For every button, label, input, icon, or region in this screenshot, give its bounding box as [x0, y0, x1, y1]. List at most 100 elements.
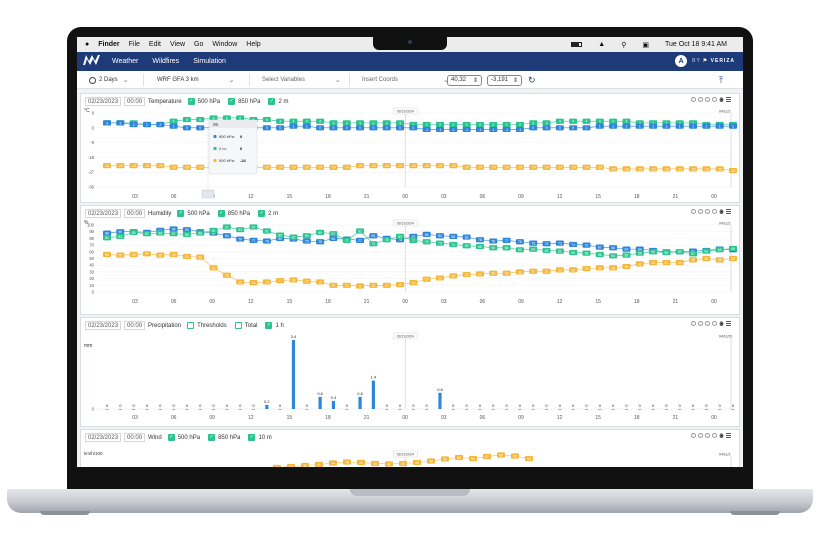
- lat-field[interactable]: 40,32 ⇕: [447, 74, 482, 86]
- menubar-clock[interactable]: Tue Oct 18 9:41 AM: [665, 41, 727, 48]
- lon-field[interactable]: -3,191 ⇕: [487, 74, 522, 86]
- date-field[interactable]: 02/23/2023: [85, 209, 122, 218]
- toggle-checkbox[interactable]: ✓: [258, 210, 266, 217]
- magnify-icon[interactable]: [705, 97, 710, 102]
- pan-icon[interactable]: [712, 97, 717, 102]
- point-label: 2: [519, 123, 521, 127]
- time-field[interactable]: 00:00: [124, 321, 146, 330]
- x-tick-label: 15: [287, 194, 293, 200]
- zoom-in-icon[interactable]: [691, 433, 696, 438]
- point-label-box: [129, 251, 138, 258]
- menu-icon[interactable]: [726, 209, 731, 214]
- menu-icon[interactable]: [726, 97, 731, 102]
- time-field[interactable]: 00:00: [124, 433, 146, 442]
- pan-icon[interactable]: [712, 433, 717, 438]
- app-logo[interactable]: [83, 55, 100, 68]
- y-tick-label: 0: [92, 125, 95, 130]
- magnify-icon[interactable]: [705, 209, 710, 214]
- nav-simulation[interactable]: Simulation: [193, 58, 226, 65]
- point-label: 92: [212, 229, 216, 233]
- menu-go[interactable]: Go: [194, 41, 204, 48]
- home-icon[interactable]: [719, 97, 724, 102]
- wifi-icon[interactable]: ▲: [598, 41, 606, 48]
- toggle-checkbox[interactable]: [234, 322, 242, 329]
- avatar[interactable]: A: [675, 55, 688, 67]
- range-select[interactable]: 2 Days ⌄: [89, 75, 129, 85]
- menu-window[interactable]: Window: [212, 41, 238, 48]
- toggle-label: Thresholds: [197, 322, 227, 329]
- time-field[interactable]: 00:00: [124, 97, 146, 106]
- point-label: 79: [238, 237, 242, 241]
- menu-edit[interactable]: Edit: [148, 41, 161, 48]
- model-select[interactable]: WRF GFA 3 km ⌄: [157, 75, 235, 85]
- home-icon[interactable]: [719, 321, 724, 326]
- menu-finder[interactable]: Finder: [98, 41, 120, 48]
- menu-file[interactable]: File: [128, 41, 140, 48]
- magnify-icon[interactable]: [705, 321, 710, 326]
- refresh-icon[interactable]: ↻: [528, 74, 536, 85]
- toggle-checkbox[interactable]: ✓: [265, 322, 273, 329]
- zoom-in-icon[interactable]: [691, 97, 696, 102]
- toggle-checkbox[interactable]: [187, 322, 195, 329]
- toggle-checkbox[interactable]: ✓: [248, 434, 256, 441]
- menu-view[interactable]: View: [169, 41, 186, 48]
- nav-weather[interactable]: Weather: [112, 58, 139, 65]
- apple-icon[interactable]: ●: [85, 41, 90, 48]
- home-icon[interactable]: [719, 209, 724, 214]
- point-label: 88: [158, 231, 162, 235]
- coords-select[interactable]: Insert Coords ⌄: [362, 75, 449, 85]
- zoom-out-icon[interactable]: [698, 97, 703, 102]
- zoom-in-icon[interactable]: [691, 321, 696, 326]
- toggle-checkbox[interactable]: ✓: [228, 98, 236, 105]
- zoom-in-icon[interactable]: [691, 209, 696, 214]
- time-field[interactable]: 00:00: [124, 209, 146, 218]
- x-tick-label: 18: [634, 194, 640, 200]
- zoom-out-icon[interactable]: [698, 433, 703, 438]
- x-tick-label: 00: [711, 415, 717, 421]
- date-field[interactable]: 02/23/2023: [85, 97, 122, 106]
- stepper-icon[interactable]: ⇕: [472, 77, 478, 84]
- magnify-icon[interactable]: [705, 433, 710, 438]
- point-label: -23: [451, 164, 456, 168]
- point-label-box: [169, 118, 178, 124]
- point-label: 72: [545, 242, 549, 246]
- menu-icon[interactable]: [726, 321, 731, 326]
- x-tick-label: 21: [673, 194, 679, 200]
- menu-icon[interactable]: [726, 433, 731, 438]
- point-label: -23: [145, 164, 150, 168]
- lat-input[interactable]: 40,32 ⇕: [447, 74, 482, 86]
- zoom-out-icon[interactable]: [698, 321, 703, 326]
- nav-wildfires[interactable]: Wildfires: [152, 58, 180, 65]
- point-label: 78: [478, 238, 482, 242]
- point-label-box: [129, 163, 138, 169]
- date-field[interactable]: 02/23/2023: [85, 321, 122, 330]
- toggle-checkbox[interactable]: ✓: [187, 98, 195, 105]
- stepper-icon[interactable]: ⇕: [512, 77, 518, 84]
- menu-help[interactable]: Help: [246, 41, 261, 48]
- pan-icon[interactable]: [712, 321, 717, 326]
- bar-value-label: 0.4: [331, 395, 337, 400]
- battery-icon[interactable]: [571, 42, 583, 47]
- control-center-icon[interactable]: ▣: [642, 41, 649, 49]
- toggle-checkbox[interactable]: ✓: [217, 210, 225, 217]
- point-label: 1: [692, 125, 694, 129]
- toggle-checkbox[interactable]: ✓: [268, 98, 276, 105]
- toggle-checkbox[interactable]: ✓: [208, 434, 216, 441]
- toggle-checkbox[interactable]: ✓: [167, 434, 175, 441]
- temperature-panel: 02/23/2023 00:00 Temperature ✓ 500 hPa ✓ 850 h…: [80, 93, 740, 203]
- zoom-out-icon[interactable]: [698, 209, 703, 214]
- pan-icon[interactable]: [712, 209, 717, 214]
- upload-icon[interactable]: ⤒: [719, 74, 723, 85]
- point-label-box: [103, 230, 111, 236]
- search-icon[interactable]: ⚲: [621, 41, 627, 49]
- toggle-checkbox[interactable]: ✓: [177, 210, 185, 217]
- x-tick-label: 06: [171, 194, 177, 200]
- point-label-box: [511, 453, 519, 459]
- point-label-box: [542, 247, 551, 254]
- home-icon[interactable]: [719, 433, 724, 438]
- lon-input[interactable]: -3,191 ⇕: [487, 74, 522, 86]
- point-label: 4: [599, 120, 601, 124]
- date-field[interactable]: 02/23/2023: [85, 433, 122, 442]
- variables-select[interactable]: Select Variables ⌄: [262, 75, 341, 85]
- point-label-box: [435, 126, 444, 133]
